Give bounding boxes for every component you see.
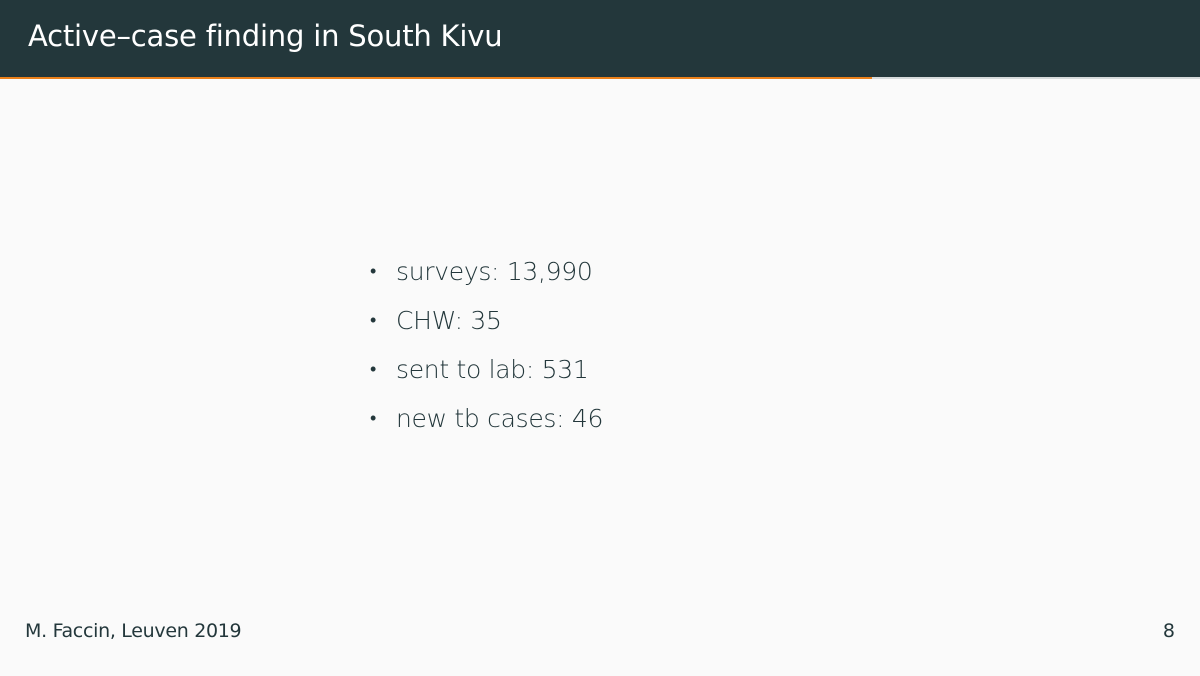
bullet-marker-icon: • [370,261,377,282]
bullet-item-sent-to-lab: • sent to lab: 531 [370,352,970,401]
bullet-item-surveys: • surveys: 13,990 [370,254,970,303]
bullet-item-new-tb-cases: • new tb cases: 46 [370,401,970,450]
bullet-list: • surveys: 13,990 • CHW: 35 • sent to la… [370,254,970,450]
bullet-text: surveys: 13,990 [396,257,593,286]
slide-progress-bar [0,77,1200,79]
bullet-text: sent to lab: 531 [396,355,589,384]
bullet-marker-icon: • [370,310,377,331]
slide-progress-fill [0,77,873,79]
bullet-item-chw: • CHW: 35 [370,303,970,352]
slide-content: • surveys: 13,990 • CHW: 35 • sent to la… [370,254,970,450]
bullet-marker-icon: • [370,408,377,429]
footer-author-venue: M. Faccin, Leuven 2019 [25,620,242,642]
slide-title-bar: Active–case finding in South Kivu [0,0,1200,77]
bullet-marker-icon: • [370,359,377,380]
slide-title: Active–case finding in South Kivu [28,19,503,53]
bullet-text: new tb cases: 46 [396,404,604,433]
footer-page-number: 8 [1162,620,1175,642]
bullet-text: CHW: 35 [396,306,502,335]
